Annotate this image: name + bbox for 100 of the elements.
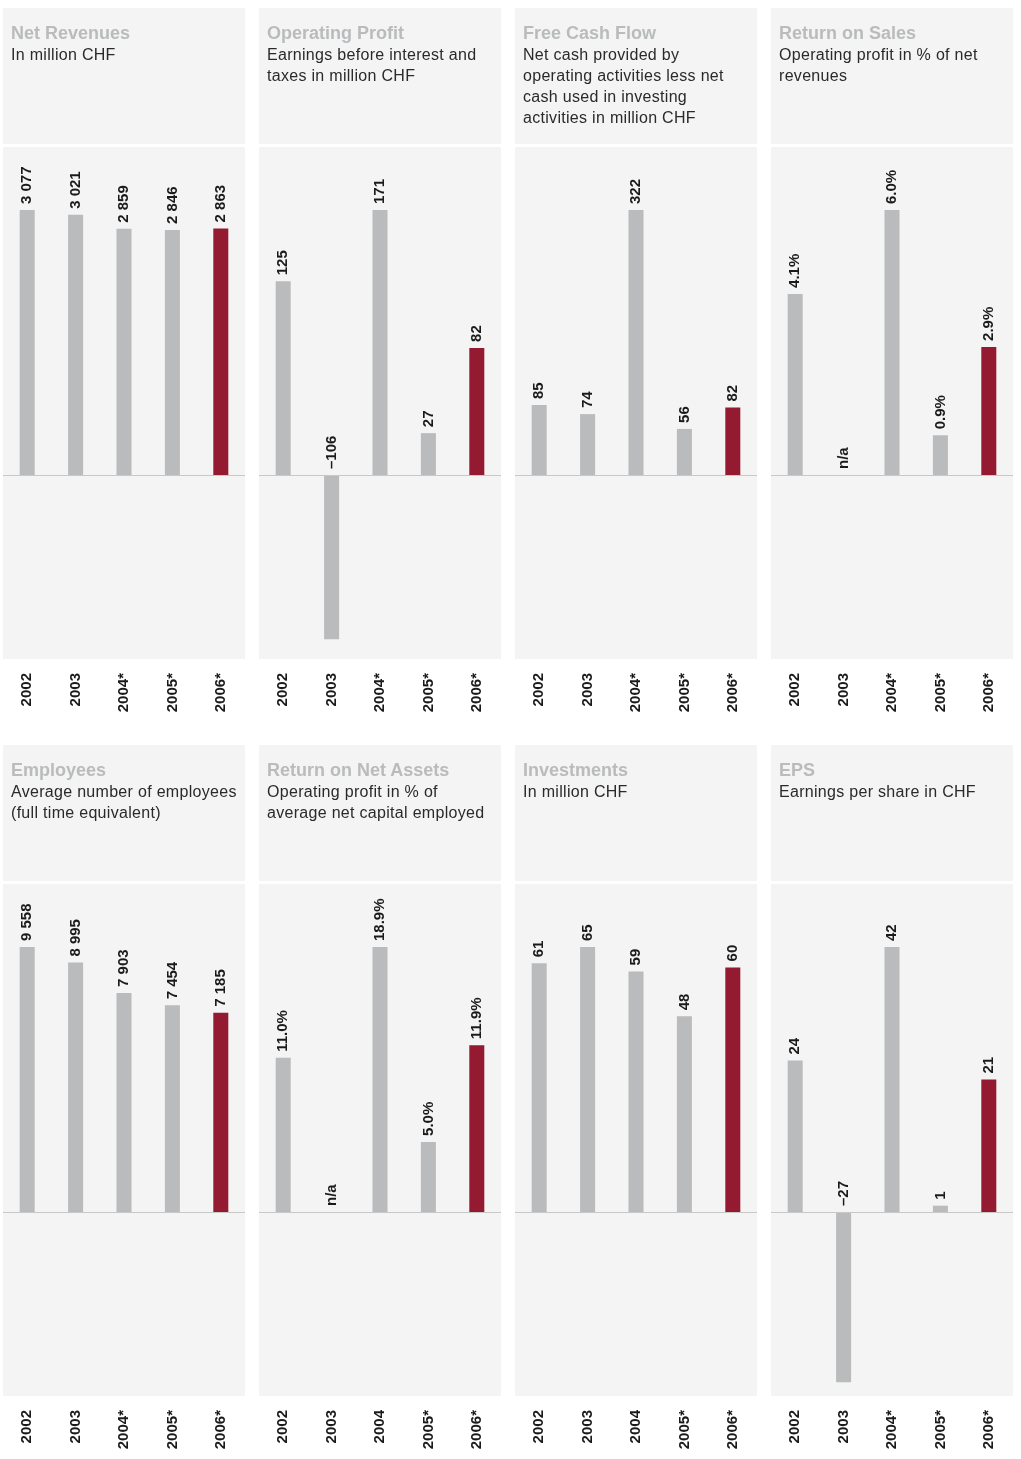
bar	[531, 963, 547, 1212]
chart-subtitle: In million CHF	[523, 782, 629, 802]
bar	[932, 435, 948, 475]
data-label: 8 995	[65, 919, 83, 957]
chart-subtitle: Earnings before interest and taxes in million CHF	[267, 45, 478, 86]
data-label: 65	[577, 924, 595, 941]
bar	[580, 414, 596, 475]
data-label: 82	[722, 384, 740, 402]
x-tick-label: 2005*	[930, 672, 948, 713]
x-tick-label: 2003	[321, 673, 339, 707]
data-label: 3 077	[17, 166, 35, 204]
chart-title: Free Cash Flow	[523, 22, 658, 44]
x-tick-label: 2004*	[370, 672, 388, 713]
bar	[981, 346, 997, 475]
bar	[324, 475, 340, 640]
bar	[787, 293, 803, 475]
x-tick-label: 2002	[785, 1410, 803, 1444]
bar	[628, 971, 644, 1212]
x-tick-label: 2003	[833, 673, 851, 707]
text: n/a	[833, 447, 851, 469]
chart-title: Employees	[11, 759, 108, 781]
x-tick-label: 2005*	[674, 672, 692, 713]
data-label: 2 846	[162, 186, 180, 224]
bar	[19, 947, 35, 1212]
data-label: 1	[930, 1191, 948, 1200]
data-label: 82	[466, 325, 484, 342]
x-tick-label: 2003	[65, 673, 83, 707]
bar	[932, 1205, 948, 1212]
data-label: 18.9%	[370, 898, 388, 941]
x-tick-label: 2003	[577, 1410, 595, 1444]
x-tick-label: 2004	[626, 1409, 644, 1444]
bar	[420, 433, 436, 475]
data-label: 74	[577, 390, 595, 409]
x-tick-label: 2002	[273, 1410, 291, 1444]
data-label: 2 863	[210, 184, 228, 223]
x-tick-label: 2003	[321, 1410, 339, 1444]
chart-subtitle: Net cash provided by operating activities less net cash used in investing activities in million CHF	[523, 45, 725, 128]
x-tick-label: 2006*	[210, 1409, 228, 1450]
x-tick-label: 2004*	[882, 1409, 900, 1450]
bar	[68, 962, 84, 1212]
data-label: –27	[833, 1180, 851, 1206]
data-label: 7 454	[162, 961, 180, 1000]
bar	[116, 992, 132, 1212]
x-tick-label: 2003	[833, 1410, 851, 1444]
chart-subtitle: Average number of employees (full time equivalent)	[11, 782, 237, 823]
bar	[580, 947, 596, 1212]
text: n/a	[321, 1184, 339, 1206]
x-tick-label: 2002	[17, 673, 35, 707]
x-tick-label: 2005*	[162, 1409, 180, 1450]
chart-title: Operating Profit	[267, 22, 405, 44]
data-label: 59	[626, 948, 644, 966]
bar	[213, 1012, 229, 1212]
data-label: 322	[626, 178, 644, 204]
x-tick-label: 2005*	[162, 672, 180, 713]
x-tick-label: 2004*	[882, 672, 900, 713]
x-tick-label: 2004	[370, 1409, 388, 1444]
bar	[420, 1141, 436, 1212]
data-label: 21	[978, 1056, 996, 1074]
data-label: 2.9%	[978, 306, 996, 341]
x-tick-label: 2005*	[418, 1409, 436, 1450]
bar	[787, 1060, 803, 1212]
data-label: 85	[529, 382, 547, 400]
x-tick-label: 2006*	[466, 672, 484, 713]
bar	[275, 1057, 291, 1212]
bar	[676, 1016, 692, 1212]
data-label: 42	[882, 924, 900, 941]
x-tick-label: 2006*	[978, 1409, 996, 1450]
chart-title: Return on Net Assets	[267, 759, 451, 781]
data-label: 61	[529, 940, 547, 958]
chart-subtitle: Operating profit in % of net revenues	[779, 45, 979, 86]
bar	[628, 210, 644, 475]
data-label: 24	[785, 1037, 803, 1055]
bar	[884, 947, 900, 1212]
data-label: 3 021	[65, 171, 83, 209]
x-tick-label: 2005*	[418, 672, 436, 713]
data-label: 5.0%	[418, 1101, 436, 1136]
bar	[469, 347, 485, 475]
data-label: 7 185	[210, 969, 228, 1007]
bar	[725, 407, 741, 475]
x-tick-label: 2004*	[114, 672, 132, 713]
data-label: 60	[722, 944, 740, 962]
x-tick-label: 2002	[785, 673, 803, 707]
chart-subtitle: In million CHF	[11, 45, 117, 65]
data-label: –106	[321, 435, 339, 469]
bar	[469, 1045, 485, 1212]
x-tick-label: 2006*	[722, 1409, 740, 1450]
data-label: 2 859	[114, 185, 132, 223]
x-tick-label: 2006*	[466, 1409, 484, 1450]
bar	[981, 1079, 997, 1212]
data-label: 6.0%	[882, 169, 900, 204]
chart-title: Investments	[523, 759, 630, 781]
chart-subtitle: Earnings per share in CHF	[779, 782, 977, 802]
x-tick-label: 2006*	[210, 672, 228, 713]
chart-title: Net Revenues	[11, 22, 132, 44]
bar	[164, 1005, 180, 1212]
bar	[275, 281, 291, 475]
bar	[676, 428, 692, 475]
data-label: 56	[674, 406, 692, 423]
x-tick-label: 2002	[529, 1410, 547, 1444]
x-tick-label: 2004*	[114, 1409, 132, 1450]
